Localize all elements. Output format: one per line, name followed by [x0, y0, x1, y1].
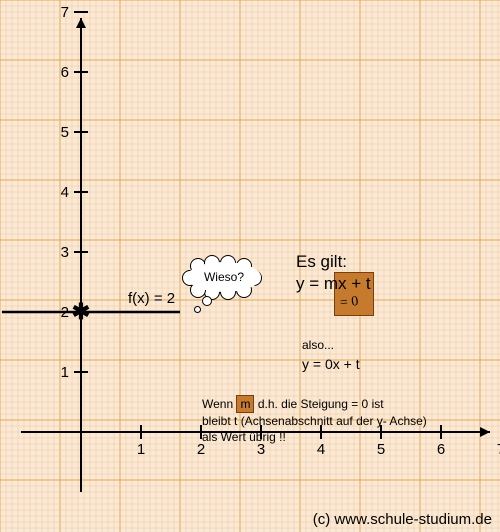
also-formula: y = 0x + t [302, 356, 360, 372]
thought-bubble: Wieso? [184, 262, 264, 302]
footer-m: m [240, 397, 250, 411]
formula-post: + t [347, 274, 371, 293]
thought-text: Wieso? [187, 262, 261, 292]
m-highlight: m [236, 395, 254, 413]
footer-post1: d.h. die Steigung = 0 ist [258, 397, 384, 411]
function-label: f(x) = 2 [128, 290, 175, 307]
eq-zero: = 0 [339, 294, 359, 312]
footer-explain: Wenn m d.h. die Steigung = 0 ist bleibt … [202, 395, 427, 446]
footer-line3: als Wert übrig !! [202, 430, 286, 444]
svg-text:6: 6 [61, 64, 69, 81]
svg-text:✱: ✱ [72, 299, 90, 324]
credit-text: (c) www.schule-studium.de [313, 511, 492, 528]
formula-line: y = mx + t [296, 274, 371, 294]
svg-text:4: 4 [61, 184, 69, 201]
svg-text:5: 5 [61, 124, 69, 141]
formula-pre: y = [296, 274, 324, 293]
svg-text:7: 7 [61, 4, 69, 21]
footer-pre: Wenn [202, 397, 236, 411]
footer-line2: bleibt t (Achsenabschnitt auf der y- Ach… [202, 414, 427, 428]
svg-text:6: 6 [437, 441, 445, 458]
svg-text:1: 1 [137, 441, 145, 458]
svg-text:1: 1 [61, 364, 69, 381]
es-gilt-title: Es gilt: [296, 252, 347, 272]
also-label: also... [302, 338, 334, 352]
svg-text:3: 3 [61, 244, 69, 261]
formula-mx: mx [324, 274, 347, 293]
